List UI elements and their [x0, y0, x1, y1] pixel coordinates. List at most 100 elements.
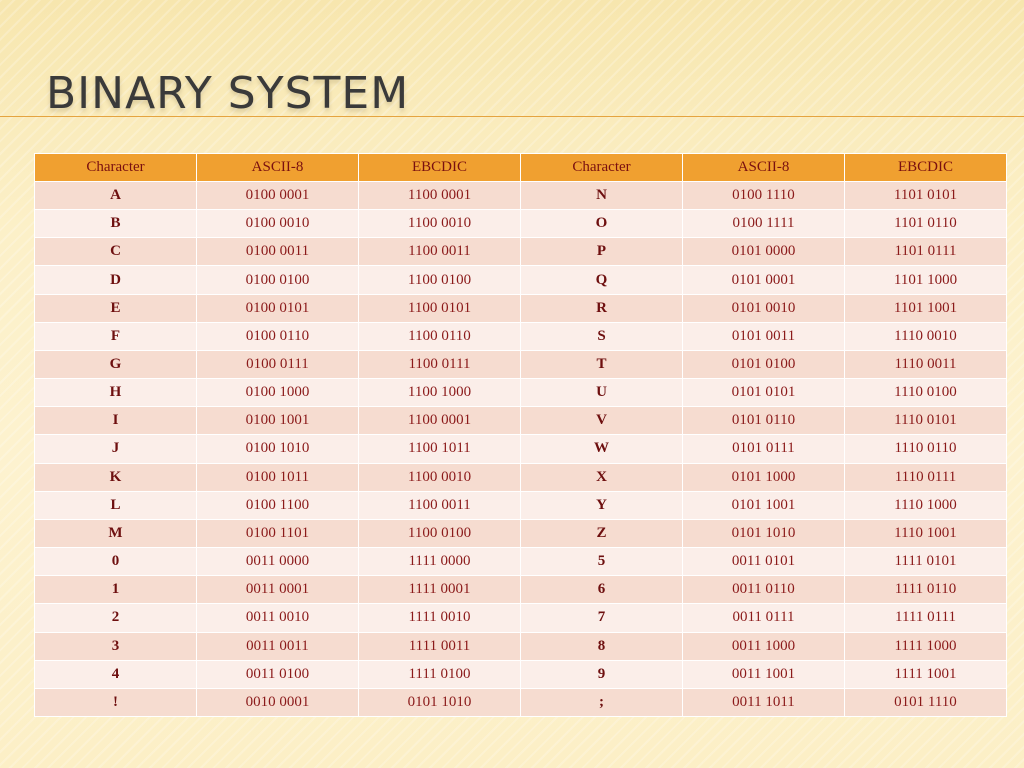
- cell-ascii8-right: 0101 0101: [682, 378, 845, 408]
- table-row: 3 0011 0011 1111 0011 8 0011 1000 1111 1000: [34, 631, 1007, 661]
- table-row: ! 0010 0001 0101 1010; 0011 1011 0101 1110: [34, 687, 1007, 718]
- cell-ebcdic-right: 1101 0110: [844, 209, 1007, 239]
- cell-char-left: E: [34, 293, 197, 323]
- table-body: A 0100 0001 1100 0001 N 0100 1110 1101 0101 B 0…: [34, 180, 1007, 718]
- cell-ascii8-left: 0100 1010: [196, 434, 359, 464]
- table-row: B 0100 0010 1100 0010 O 0100 1111 1101 0110: [34, 209, 1007, 239]
- cell-char-left: K: [34, 462, 197, 492]
- cell-char-left: B: [34, 209, 197, 239]
- cell-ascii8-left: 0011 0010: [196, 603, 359, 633]
- cell-ascii8-right: 0011 1000: [682, 631, 845, 661]
- cell-char-left: 1: [34, 575, 197, 605]
- cell-ebcdic-right: 1110 0100: [844, 378, 1007, 408]
- header-ascii8-right: ASCII-8: [682, 153, 845, 182]
- table-row: K 0100 1011 1100 0010 X 0101 1000 1110 0111: [34, 462, 1007, 492]
- cell-char-right: Z: [520, 518, 683, 549]
- table-row: D 0100 0100 1100 0100 Q 0101 0001 1101 1000: [34, 265, 1007, 295]
- cell-ebcdic-right: 1110 0011: [844, 349, 1007, 380]
- cell-ebcdic-right: 1111 1001: [844, 659, 1007, 689]
- cell-ebcdic-left: 1100 0101: [358, 293, 521, 323]
- cell-ebcdic-right: 1110 0101: [844, 406, 1007, 436]
- cell-ascii8-right: 0101 0001: [682, 265, 845, 295]
- cell-ebcdic-left: 1100 1011: [358, 434, 521, 464]
- cell-ascii8-left: 0100 1001: [196, 406, 359, 436]
- cell-char-left: M: [34, 518, 197, 549]
- cell-ebcdic-left: 1100 0011: [358, 490, 521, 520]
- cell-char-right: S: [520, 321, 683, 351]
- cell-ascii8-left: 0100 0110: [196, 321, 359, 351]
- encoding-table-container: Character ASCII-8 EBCDIC Character ASCII…: [34, 153, 1007, 718]
- cell-ebcdic-right: 1110 0110: [844, 434, 1007, 464]
- cell-ebcdic-right: 1101 0111: [844, 237, 1007, 267]
- table-row: A 0100 0001 1100 0001 N 0100 1110 1101 0101: [34, 180, 1007, 211]
- cell-ebcdic-right: 1101 1001: [844, 293, 1007, 323]
- header-character-left: Character: [34, 153, 197, 182]
- table-row: 0 0011 0000 1111 0000 5 0011 0101 1111 0101: [34, 547, 1007, 577]
- slide-title: BINARY SYSTEM: [46, 68, 410, 119]
- cell-char-right: 7: [520, 603, 683, 633]
- cell-char-right: R: [520, 293, 683, 323]
- table-row: M 0100 1101 1100 0100 Z 0101 1010 1110 1001: [34, 518, 1007, 549]
- cell-ebcdic-left: 1111 0011: [358, 631, 521, 661]
- cell-char-left: J: [34, 434, 197, 464]
- cell-ascii8-left: 0010 0001: [196, 687, 359, 718]
- table-row: I 0100 1001 1100 0001 V 0101 0110 1110 0101: [34, 406, 1007, 436]
- table-row: 4 0011 0100 1111 0100 9 0011 1001 1111 1001: [34, 659, 1007, 689]
- cell-char-right: 8: [520, 631, 683, 661]
- cell-char-left: D: [34, 265, 197, 295]
- cell-ebcdic-left: 1100 0010: [358, 462, 521, 492]
- cell-char-left: L: [34, 490, 197, 520]
- cell-ascii8-right: 0101 1000: [682, 462, 845, 492]
- cell-ascii8-left: 0100 0011: [196, 237, 359, 267]
- table-row: 2 0011 0010 1111 0010 7 0011 0111 1111 0111: [34, 603, 1007, 633]
- cell-char-right: 9: [520, 659, 683, 689]
- cell-ascii8-left: 0100 0010: [196, 209, 359, 239]
- cell-char-right: N: [520, 180, 683, 211]
- cell-ebcdic-left: 1111 0010: [358, 603, 521, 633]
- cell-ebcdic-left: 1100 0010: [358, 209, 521, 239]
- cell-char-left: 2: [34, 603, 197, 633]
- cell-ebcdic-left: 1100 0001: [358, 406, 521, 436]
- cell-ebcdic-right: 1110 0111: [844, 462, 1007, 492]
- cell-ebcdic-right: 1110 1001: [844, 518, 1007, 549]
- table-header-row: Character ASCII-8 EBCDIC Character ASCII…: [34, 153, 1007, 182]
- header-ebcdic-left: EBCDIC: [358, 153, 521, 182]
- cell-ebcdic-left: 1100 0100: [358, 265, 521, 295]
- table-row: G 0100 0111 1100 0111 T 0101 0100 1110 0011: [34, 349, 1007, 380]
- cell-ascii8-left: 0011 0100: [196, 659, 359, 689]
- cell-ascii8-right: 0101 0100: [682, 349, 845, 380]
- cell-char-right: Q: [520, 265, 683, 295]
- cell-ascii8-left: 0100 1101: [196, 518, 359, 549]
- cell-ascii8-left: 0100 0101: [196, 293, 359, 323]
- cell-ascii8-left: 0011 0000: [196, 547, 359, 577]
- cell-char-right: V: [520, 406, 683, 436]
- cell-ascii8-right: 0011 0110: [682, 575, 845, 605]
- cell-char-right: ;: [520, 687, 683, 718]
- cell-char-left: 4: [34, 659, 197, 689]
- cell-ascii8-left: 0100 0100: [196, 265, 359, 295]
- cell-char-left: G: [34, 349, 197, 380]
- cell-char-right: Y: [520, 490, 683, 520]
- cell-ebcdic-right: 1111 0110: [844, 575, 1007, 605]
- cell-char-right: O: [520, 209, 683, 239]
- cell-ebcdic-right: 1101 1000: [844, 265, 1007, 295]
- cell-ebcdic-right: 0101 1110: [844, 687, 1007, 718]
- table-row: L 0100 1100 1100 0011 Y 0101 1001 1110 1000: [34, 490, 1007, 520]
- cell-char-left: !: [34, 687, 197, 718]
- cell-ascii8-left: 0100 1000: [196, 378, 359, 408]
- cell-ebcdic-left: 1100 1000: [358, 378, 521, 408]
- table-row: H 0100 1000 1100 1000 U 0101 0101 1110 0100: [34, 378, 1007, 408]
- cell-ebcdic-right: 1111 1000: [844, 631, 1007, 661]
- cell-ebcdic-left: 1100 0110: [358, 321, 521, 351]
- cell-char-left: A: [34, 180, 197, 211]
- cell-ascii8-right: 0011 1011: [682, 687, 845, 718]
- cell-ascii8-right: 0101 0111: [682, 434, 845, 464]
- cell-ascii8-right: 0101 0000: [682, 237, 845, 267]
- cell-char-right: 6: [520, 575, 683, 605]
- cell-ascii8-right: 0101 0110: [682, 406, 845, 436]
- encoding-table: Character ASCII-8 EBCDIC Character ASCII…: [34, 153, 1007, 718]
- cell-ebcdic-right: 1110 0010: [844, 321, 1007, 351]
- title-area: BINARY SYSTEM: [46, 72, 409, 132]
- cell-char-left: H: [34, 378, 197, 408]
- cell-ebcdic-left: 1100 0001: [358, 180, 521, 211]
